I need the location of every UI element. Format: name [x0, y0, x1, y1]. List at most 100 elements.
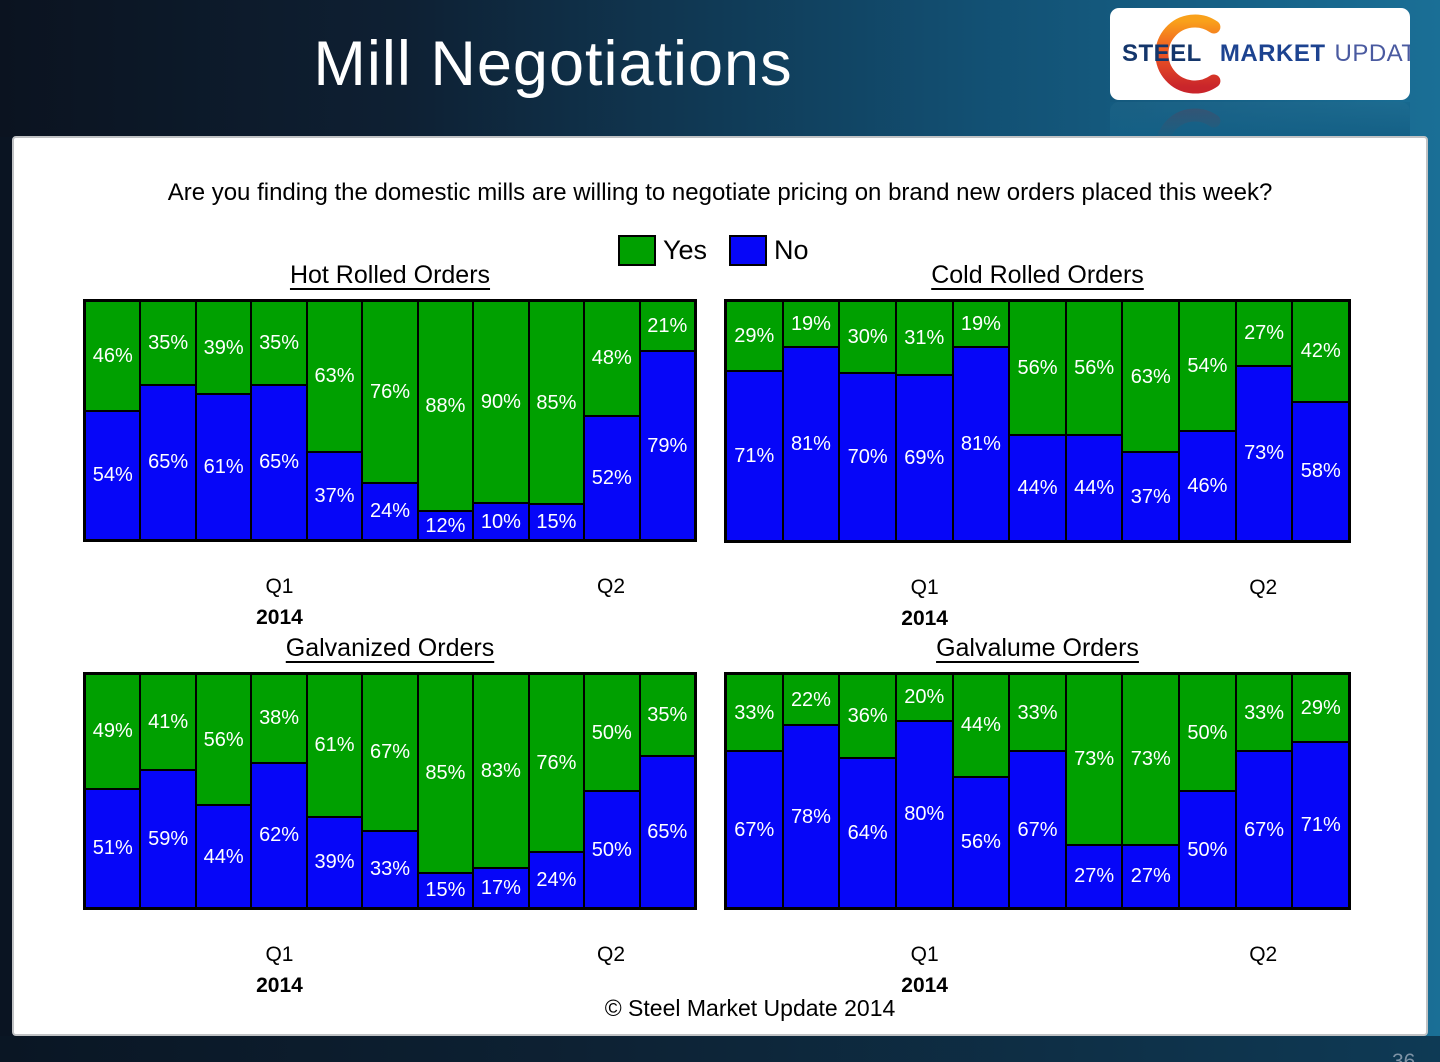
yes-segment: 76%: [528, 674, 585, 852]
segment-label: 67%: [1017, 818, 1058, 841]
no-segment: 56%: [952, 776, 1010, 908]
yes-segment: 49%: [85, 674, 141, 789]
stacked-bar: 27% 73%: [1235, 301, 1293, 541]
segment-label: 44%: [960, 714, 1001, 737]
segment-label: 38%: [259, 707, 300, 730]
segment-label: 39%: [314, 851, 355, 874]
stacked-bar: 33% 67%: [726, 674, 783, 908]
page-number: 36: [1392, 1050, 1416, 1062]
segment-label: 61%: [203, 456, 244, 479]
header-band: Mill Negotiations STEEL MARKET UPDATE: [0, 0, 1440, 137]
slide-title: Mill Negotiations: [313, 29, 793, 99]
x-axis-label-q2: Q2: [597, 575, 626, 598]
segment-label: 15%: [425, 879, 466, 902]
yes-segment: 33%: [726, 674, 783, 752]
segment-label: 49%: [92, 720, 133, 743]
no-segment: 65%: [639, 755, 695, 908]
no-segment: 44%: [1065, 435, 1123, 541]
yes-segment: 46%: [85, 301, 141, 411]
no-segment: 71%: [1292, 741, 1350, 908]
stacked-bar: 54% 46%: [1179, 301, 1236, 541]
no-segment: 54%: [85, 410, 141, 540]
no-segment: 24%: [528, 851, 585, 908]
yes-segment: 35%: [251, 301, 307, 385]
stacked-bar: 50% 50%: [584, 674, 640, 908]
yes-segment: 44%: [952, 674, 1010, 777]
segment-label: 65%: [148, 451, 189, 474]
no-segment: 12%: [417, 511, 474, 540]
no-segment: 33%: [362, 830, 418, 908]
no-segment: 81%: [782, 346, 840, 541]
no-segment: 65%: [140, 384, 196, 540]
logo-word-steel: STEEL: [1122, 40, 1202, 67]
segment-label: 80%: [904, 803, 945, 826]
x-axis-label-q2: Q2: [1249, 576, 1278, 599]
segment-label: 27%: [1130, 865, 1171, 888]
no-segment: 59%: [140, 769, 196, 908]
chart-hot-rolled: Hot Rolled Orders 46% 54% 35% 65% 39% 61% 35% 6…: [83, 261, 697, 629]
yes-segment: 50%: [584, 674, 640, 791]
no-segment: 52%: [584, 415, 640, 540]
yes-segment: 35%: [639, 674, 695, 756]
segment-label: 73%: [1244, 442, 1285, 465]
yes-segment: 50%: [1179, 674, 1236, 791]
stacked-bar: 56% 44%: [195, 674, 252, 908]
stacked-bar: 73% 27%: [1065, 674, 1123, 908]
no-segment: 46%: [1179, 430, 1236, 541]
yes-segment: 56%: [1009, 301, 1066, 436]
segment-label: 63%: [1130, 365, 1171, 388]
chart-title: Cold Rolled Orders: [931, 261, 1144, 289]
stacked-bar: 56% 44%: [1065, 301, 1123, 541]
stacked-bar: 38% 62%: [251, 674, 307, 908]
yes-segment: 83%: [473, 674, 529, 869]
no-segment: 81%: [952, 346, 1010, 541]
stacked-bar: 76% 24%: [362, 301, 418, 540]
yes-segment: 29%: [726, 301, 783, 371]
stacked-bar: 56% 44%: [1009, 301, 1066, 541]
yes-segment: 67%: [362, 674, 418, 831]
segment-label: 35%: [647, 703, 688, 726]
segment-label: 56%: [203, 728, 244, 751]
no-segment: 17%: [473, 868, 529, 908]
stacked-bar: 39% 61%: [195, 301, 252, 540]
segment-label: 10%: [480, 510, 521, 533]
stacked-bar: 36% 64%: [839, 674, 896, 908]
stacked-bar: 29% 71%: [726, 301, 783, 541]
segment-label: 59%: [148, 827, 189, 850]
yes-segment: 19%: [782, 301, 840, 347]
legend-yes-swatch: [618, 235, 656, 266]
segment-label: 54%: [1187, 354, 1228, 377]
no-segment: 67%: [1009, 751, 1066, 908]
stacked-bar: 76% 24%: [528, 674, 585, 908]
chart-legend: Yes No: [618, 235, 809, 266]
no-segment: 69%: [895, 375, 953, 541]
segment-label: 44%: [1017, 477, 1058, 500]
no-segment: 44%: [1009, 435, 1066, 541]
segment-label: 56%: [1017, 357, 1058, 380]
yes-segment: 38%: [251, 674, 307, 763]
logo-text: STEEL MARKET UPDATE: [1122, 8, 1410, 100]
stacked-bar: 22% 78%: [782, 674, 840, 908]
segment-label: 67%: [369, 741, 410, 764]
yes-segment: 63%: [1122, 301, 1180, 453]
segment-label: 50%: [591, 838, 632, 861]
yes-segment: 35%: [140, 301, 196, 385]
segment-label: 44%: [1074, 477, 1115, 500]
no-segment: 64%: [839, 758, 896, 908]
no-segment: 65%: [251, 384, 307, 540]
segment-label: 37%: [1130, 485, 1171, 508]
segment-label: 35%: [259, 331, 300, 354]
yes-segment: 48%: [584, 301, 640, 416]
yes-segment: 19%: [952, 301, 1010, 347]
segment-label: 67%: [1244, 818, 1285, 841]
segment-label: 73%: [1130, 748, 1171, 771]
no-segment: 39%: [306, 816, 363, 908]
stacked-bar: 90% 10%: [473, 301, 529, 540]
segment-label: 29%: [734, 324, 775, 347]
segment-label: 52%: [591, 466, 632, 489]
segment-label: 35%: [148, 331, 189, 354]
stacked-bar: 29% 71%: [1292, 674, 1350, 908]
survey-question: Are you finding the domestic mills are w…: [167, 179, 1273, 206]
segment-label: 90%: [480, 391, 521, 414]
yes-segment: 33%: [1235, 674, 1293, 752]
